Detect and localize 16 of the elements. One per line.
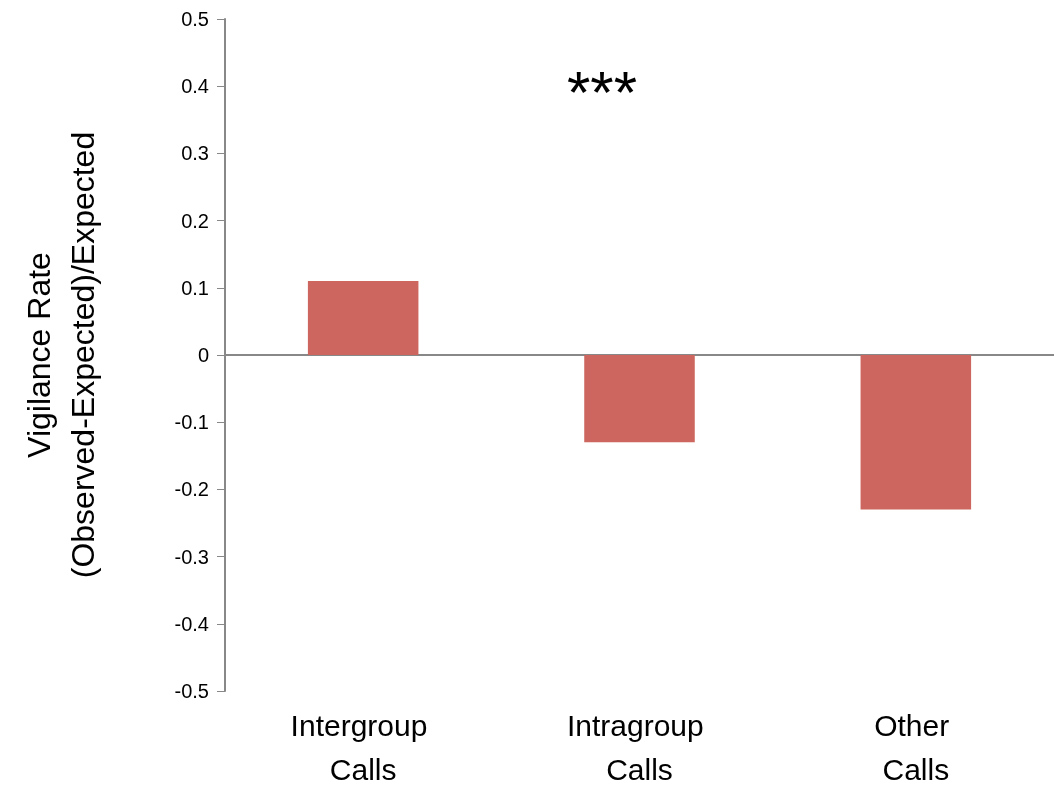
y-tick-label: -0.2: [174, 478, 209, 501]
y-tick-label: 0.3: [181, 142, 209, 165]
x-tick-label: Intergroup Calls: [290, 708, 436, 786]
y-tick-label: 0.5: [181, 8, 209, 30]
y-axis-title: Vigilance Rate (Observed-Expected)/Expected: [21, 131, 101, 579]
y-tick-label: -0.4: [174, 612, 209, 635]
annotation: ***: [567, 58, 638, 126]
y-tick-label: -0.3: [174, 545, 209, 568]
y-tick-label: 0.1: [181, 276, 209, 299]
x-tick-label: Other Calls: [874, 708, 958, 786]
y-tick-label: 0.4: [181, 75, 209, 98]
x-tick-label: Intragroup Calls: [566, 708, 713, 786]
y-tick-label: -0.1: [174, 411, 209, 434]
y-tick-label: 0.2: [181, 209, 209, 232]
y-tick-label: 0: [197, 344, 209, 366]
y-tick-label: -0.5: [174, 680, 209, 702]
